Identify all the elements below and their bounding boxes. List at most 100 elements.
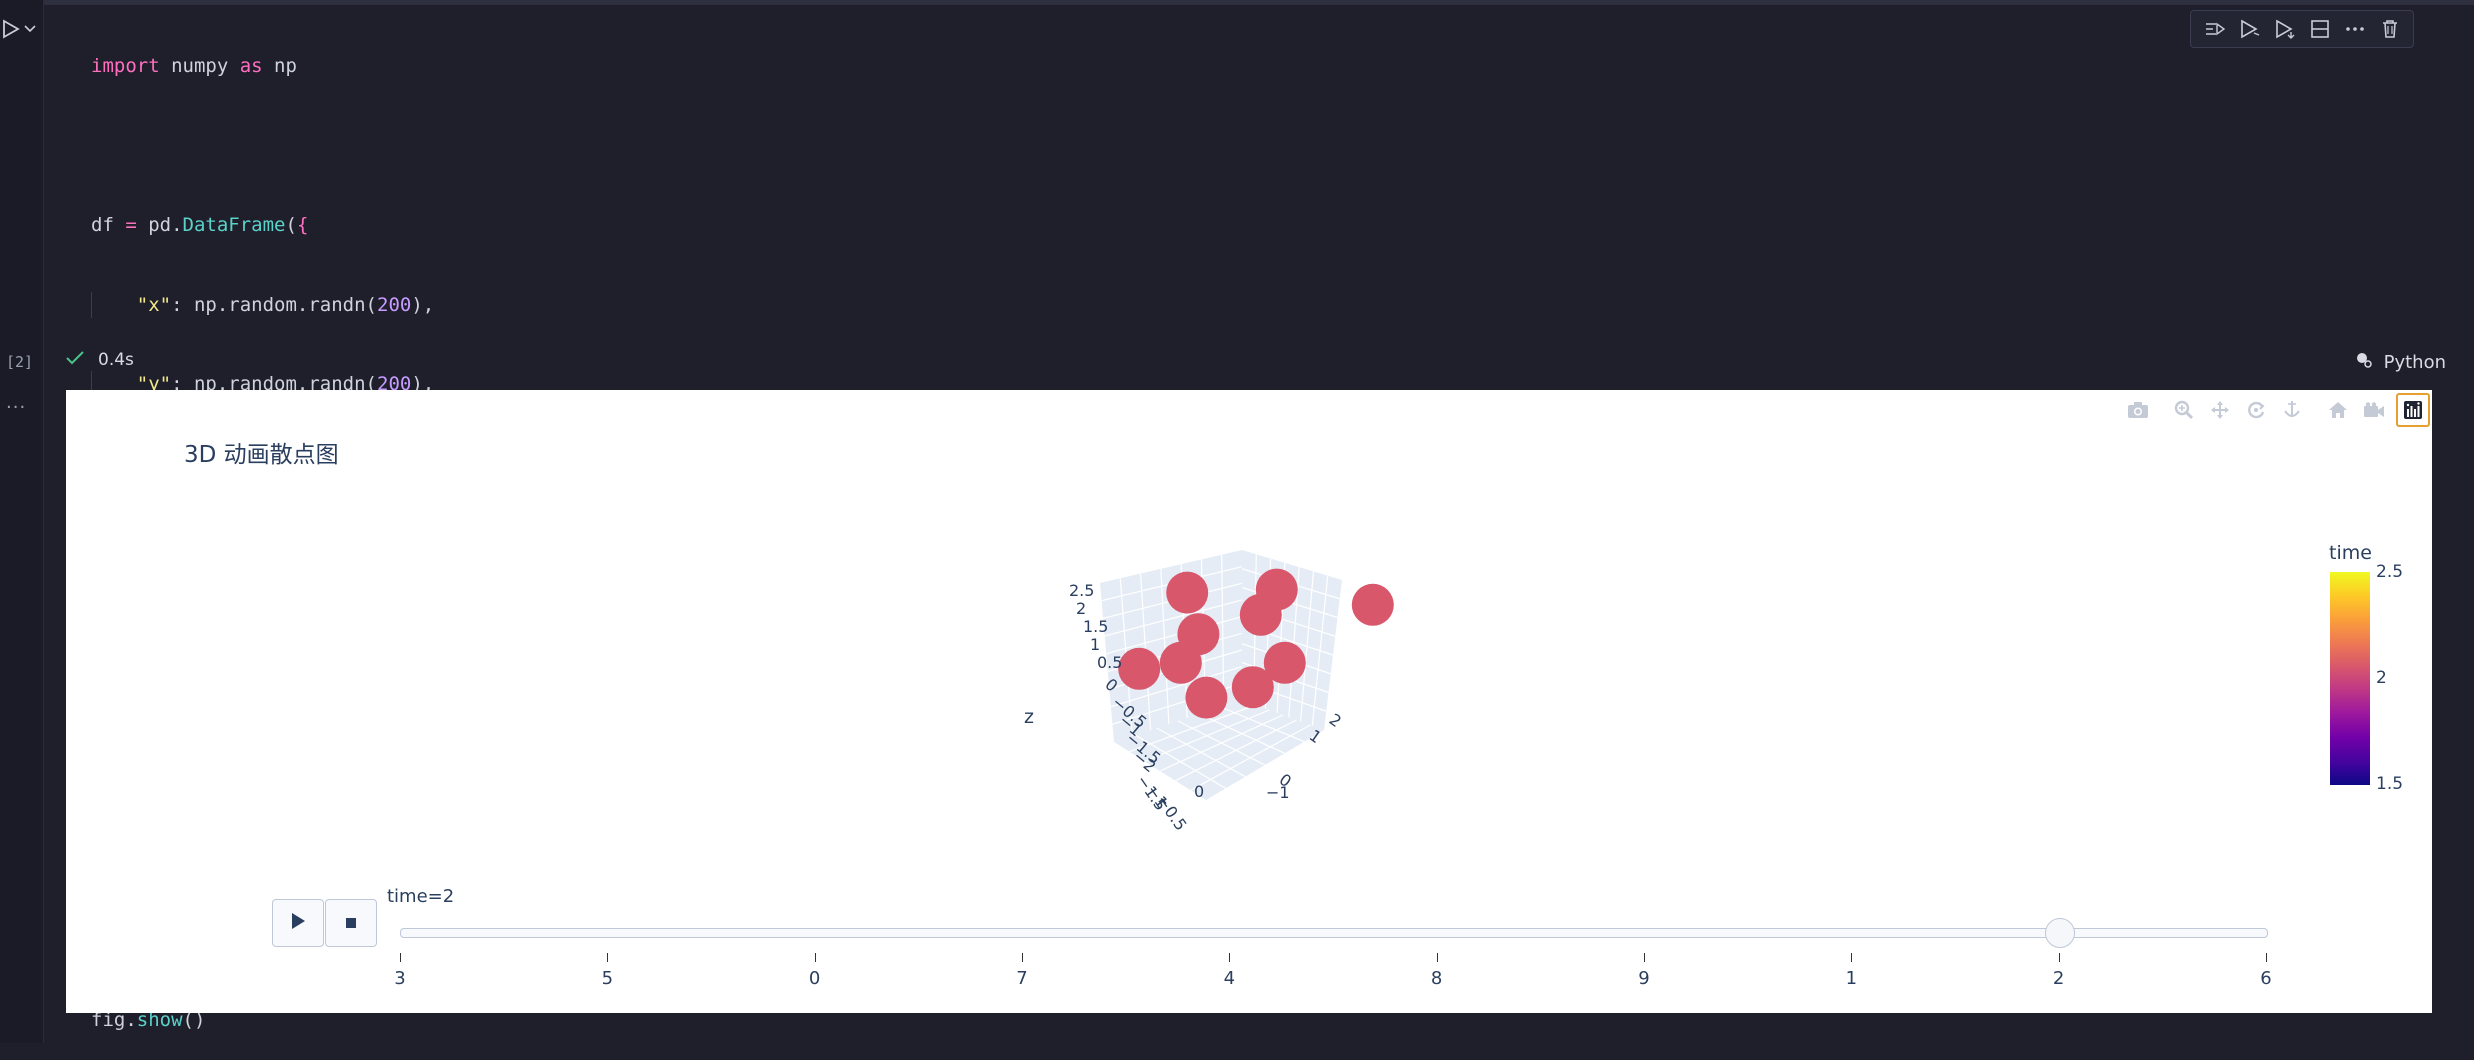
pan-icon[interactable] [2206,396,2234,424]
gridline [1190,724,1311,791]
scatter-3d-scene[interactable]: 2.521.510.50−0.5−1−1.5−2210−10−0.5−1−1.5… [66,390,2432,1013]
slider-step-label[interactable]: 8 [1430,968,1443,989]
gridline [1106,616,1243,655]
slider-step-label[interactable]: 6 [2260,968,2272,989]
play-icon [290,912,306,934]
slider-step-label[interactable]: 2 [2052,968,2065,989]
code-line-13: fig.show() [91,1009,206,1031]
code-line-2 [91,133,755,160]
gridline [1175,719,1297,782]
slider-tick [1022,953,1023,962]
run-cell-control[interactable] [2,16,42,42]
plotly-logo-icon[interactable] [2396,393,2430,427]
slider-step-label[interactable]: 0 [808,968,821,989]
camera-icon[interactable] [2124,396,2152,424]
slider-step-label[interactable]: 9 [1638,968,1650,989]
z-tick-label: 1 [1090,635,1100,654]
chevron-down-icon[interactable] [24,24,36,34]
code-line-3: df = pd.DataFrame({ [91,214,309,236]
kernel-icon [2354,350,2374,375]
scene-floor [1114,700,1324,800]
y-tick-label: −1 [1266,783,1290,802]
scatter-point[interactable] [1166,571,1209,614]
scatter-point[interactable] [1255,568,1298,611]
plot-output: 3D 动画散点图 [66,390,2432,1013]
z-tick-label: 2.5 [1069,581,1094,600]
z-tick-label: 0.5 [1097,653,1122,672]
kernel-language-label: Python [2383,352,2446,373]
cell-gutter [0,0,44,1043]
scatter-point[interactable] [1185,676,1228,719]
play-button[interactable] [272,899,324,947]
colorbar-tick-bottom: 1.5 [2376,774,2404,794]
stop-button[interactable] [325,899,377,947]
slider-handle[interactable] [2044,918,2075,948]
gridline [1110,666,1243,708]
execution-status: 0.4s [66,350,134,370]
cell-toolbar [2190,10,2414,48]
scatter-point[interactable] [1118,647,1161,690]
colorbar-tick-top: 2.5 [2376,562,2404,582]
turntable-rotation-icon[interactable] [2278,396,2306,424]
z-tick-label: 2 [1076,599,1086,618]
slider-step-label[interactable]: 4 [1223,968,1236,989]
run-cell-icon[interactable] [2,19,20,39]
slider-current-label: time=2 [387,886,455,907]
gridline [1159,714,1284,772]
gridline [1129,704,1256,753]
scatter-point[interactable] [1263,641,1306,684]
x-tick-label: 0 [1194,782,1204,801]
kernel-language[interactable]: Python [2354,350,2446,375]
z-tick-label: 1.5 [1083,617,1108,636]
slider-tick [2266,953,2267,962]
execution-count: [2] [6,353,34,371]
orbit-rotation-icon[interactable] [2242,396,2270,424]
camera-view-icon[interactable] [2360,396,2388,424]
scatter-points [1118,568,1394,719]
top-border [0,0,2474,5]
execute-below-icon[interactable] [2271,15,2299,43]
colorbar-tick-mid: 2 [2376,668,2387,688]
slider-step-label[interactable]: 5 [601,968,614,989]
more-icon[interactable] [2341,15,2369,43]
execution-duration: 0.4s [98,350,134,370]
split-cell-icon[interactable] [2306,15,2334,43]
slider-tick [1436,953,1438,962]
zoom-icon[interactable] [2170,396,2198,424]
execute-cell-icon[interactable] [2236,15,2264,43]
code-line-4: "x": np.random.randn(200), [91,291,755,319]
slider-tick [1851,953,1853,962]
z-axis-title: z [1024,706,1034,728]
slider-step-label[interactable]: 3 [394,968,406,989]
slider-tick [607,953,609,962]
chart-title: 3D 动画散点图 [184,442,339,468]
delete-icon[interactable] [2376,15,2404,43]
slider-tick [400,953,401,962]
code-line-5: "y": np.random.randn(200), [91,371,755,398]
slider-step-label[interactable]: 7 [1016,968,1028,989]
plotly-modebar [2124,390,2432,430]
slider-tick [1644,953,1645,962]
output-more-icon[interactable]: ... [6,392,27,413]
code-line-1: import numpy as np [91,55,297,77]
gridline [1104,599,1243,637]
scatter-point[interactable] [1351,583,1394,626]
gridline [1144,709,1270,762]
scatter-point[interactable] [1231,666,1274,709]
stop-icon [345,914,357,933]
slider-tick [814,953,816,962]
slider-tick [1229,953,1231,962]
slider-step-label[interactable]: 1 [1845,968,1858,989]
gutter-divider [43,0,44,1043]
scatter-point[interactable] [1159,641,1202,684]
check-icon [66,350,84,370]
colorbar [2330,572,2370,785]
execute-above-icon[interactable] [2201,15,2229,43]
slider-rail[interactable] [400,928,2268,938]
y-tick-label: 2 [1326,710,1345,731]
colorbar-title: time [2329,542,2372,564]
home-icon[interactable] [2324,396,2352,424]
slider-tick [2058,953,2060,962]
gridline [1221,554,1225,707]
gridline [1160,568,1170,725]
